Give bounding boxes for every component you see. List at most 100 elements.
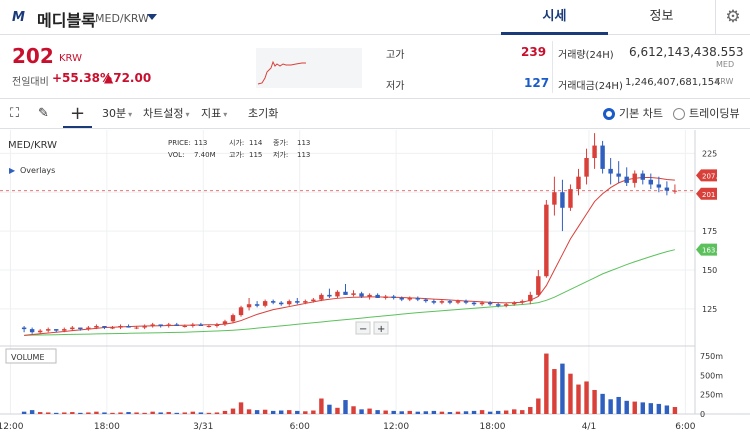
candle-body xyxy=(399,298,404,300)
volume-tick-label: 750m xyxy=(700,352,723,361)
chart-grid: 22520017515012512:0018:003/316:0012:0018… xyxy=(0,130,750,432)
volume-bar xyxy=(37,412,43,414)
x-tick-label: 6:00 xyxy=(675,422,695,432)
volume-bar xyxy=(230,408,236,414)
sparkline-chart xyxy=(256,48,362,88)
x-tick-label: 3/31 xyxy=(193,422,213,432)
tab-info[interactable]: 정보 xyxy=(649,9,674,24)
candle-body xyxy=(343,291,348,295)
volume-bar xyxy=(640,402,645,414)
current-price: 202 xyxy=(12,44,54,68)
volume-bar xyxy=(423,411,429,414)
volume-tick-label: 500m xyxy=(700,371,723,380)
overlays-toggle[interactable]: Overlays xyxy=(20,166,55,175)
zoom-controls: − + xyxy=(355,321,389,335)
close-info-value: 113 xyxy=(297,139,310,147)
volume-bar xyxy=(198,412,204,414)
candle-body xyxy=(62,329,67,331)
amount-24h-value: 1,246,407,681,154 xyxy=(625,77,721,88)
crosshair-icon[interactable]: + xyxy=(63,99,92,128)
candle-body xyxy=(190,324,196,326)
y-tick-label: 150 xyxy=(702,266,717,275)
volume-bar xyxy=(439,411,445,414)
x-tick-label: 12:00 xyxy=(383,422,409,432)
candle-body xyxy=(479,302,485,305)
price-info-label: PRICE: xyxy=(168,139,191,147)
fullscreen-icon[interactable]: ⛶ xyxy=(10,106,20,121)
price-chart[interactable]: 22520017515012512:0018:003/316:0012:0018… xyxy=(0,130,750,444)
interval-select[interactable]: 30분 ▾ xyxy=(102,99,132,128)
candle-body xyxy=(45,329,51,331)
candle-body xyxy=(664,187,670,191)
volume-bar xyxy=(270,410,276,414)
low-info-value: 113 xyxy=(297,151,310,159)
ma-long-badge: 163.06 xyxy=(702,247,727,255)
ma-long-badge-shape xyxy=(696,243,717,256)
candle-body xyxy=(110,327,115,329)
volume-tick-label: 0 xyxy=(700,410,705,419)
volume-bar xyxy=(367,408,372,414)
candle-body xyxy=(431,301,437,303)
volume-bar xyxy=(166,412,171,414)
vol-info-label: VOL: xyxy=(168,151,184,159)
volume-bar xyxy=(343,400,348,414)
candle-body xyxy=(86,327,91,330)
candle-body xyxy=(375,294,380,298)
chart-settings-select[interactable]: 차트설정 ▾ xyxy=(143,99,190,128)
volume-24h-label: 거래량(24H) xyxy=(558,50,614,61)
volume-bar xyxy=(118,412,123,414)
candle-body xyxy=(246,304,252,308)
zoom-out-button[interactable] xyxy=(355,321,371,335)
volume-bar xyxy=(21,411,27,414)
candle-body xyxy=(576,176,581,190)
prev-day-label: 전일대비 xyxy=(12,77,49,88)
candle-body xyxy=(487,302,493,305)
candle-body xyxy=(319,294,324,300)
reset-button[interactable]: 초기화 xyxy=(248,107,279,120)
volume-bar xyxy=(238,402,244,414)
high-info-value: 115 xyxy=(249,151,262,159)
candle-body xyxy=(648,179,654,185)
volume-bar xyxy=(110,412,115,414)
volume-bar xyxy=(616,396,621,414)
candle-body xyxy=(600,145,605,169)
volume-bar xyxy=(150,411,155,414)
x-tick-label: 6:00 xyxy=(290,422,310,432)
tradingview-radio[interactable] xyxy=(673,108,685,120)
candle-body xyxy=(126,326,131,328)
volume-bar xyxy=(62,412,67,414)
zoom-out-label: − xyxy=(359,324,367,335)
tab-market[interactable]: 시세 xyxy=(501,0,608,35)
volume-bar xyxy=(600,393,605,414)
candle-body xyxy=(230,315,236,322)
market-header: M 메디블록 MED/KRW 시세 정보 ⚙ xyxy=(0,0,750,35)
volume-bar xyxy=(70,412,75,414)
candle-body xyxy=(544,204,549,277)
volume-bar xyxy=(254,410,260,414)
volume-bar xyxy=(335,407,340,414)
gear-icon[interactable]: ⚙ xyxy=(715,0,750,35)
indicators-select[interactable]: 지표 ▾ xyxy=(201,99,227,128)
open-info-label: 시가: xyxy=(229,138,244,147)
candle-body xyxy=(222,321,228,325)
candle-body xyxy=(656,184,662,188)
basic-chart-radio[interactable] xyxy=(603,108,615,120)
x-tick-label: 12:00 xyxy=(0,422,24,432)
volume-bar xyxy=(319,398,324,414)
volume-bar xyxy=(222,410,228,414)
zoom-in-button[interactable] xyxy=(373,321,389,335)
candle-body xyxy=(415,298,421,300)
volume-bar xyxy=(45,412,51,414)
high-label: 고가 xyxy=(386,50,405,61)
volume-bar xyxy=(126,412,131,414)
pencil-icon[interactable]: ✎ xyxy=(38,106,49,121)
volume-bar xyxy=(351,406,356,414)
volume-bar xyxy=(182,412,188,414)
candle-body xyxy=(279,302,284,305)
candle-body xyxy=(455,301,461,303)
chart-toolbar: ⛶ ✎ + 30분 ▾ 차트설정 ▾ 지표 ▾ 초기화 기본 차트 트레이딩뷰 xyxy=(0,98,750,129)
chevron-down-icon[interactable] xyxy=(147,14,157,20)
coin-name: 메디블록 xyxy=(37,11,96,30)
volume-bar xyxy=(407,410,412,414)
play-icon[interactable]: ▶ xyxy=(9,166,16,175)
